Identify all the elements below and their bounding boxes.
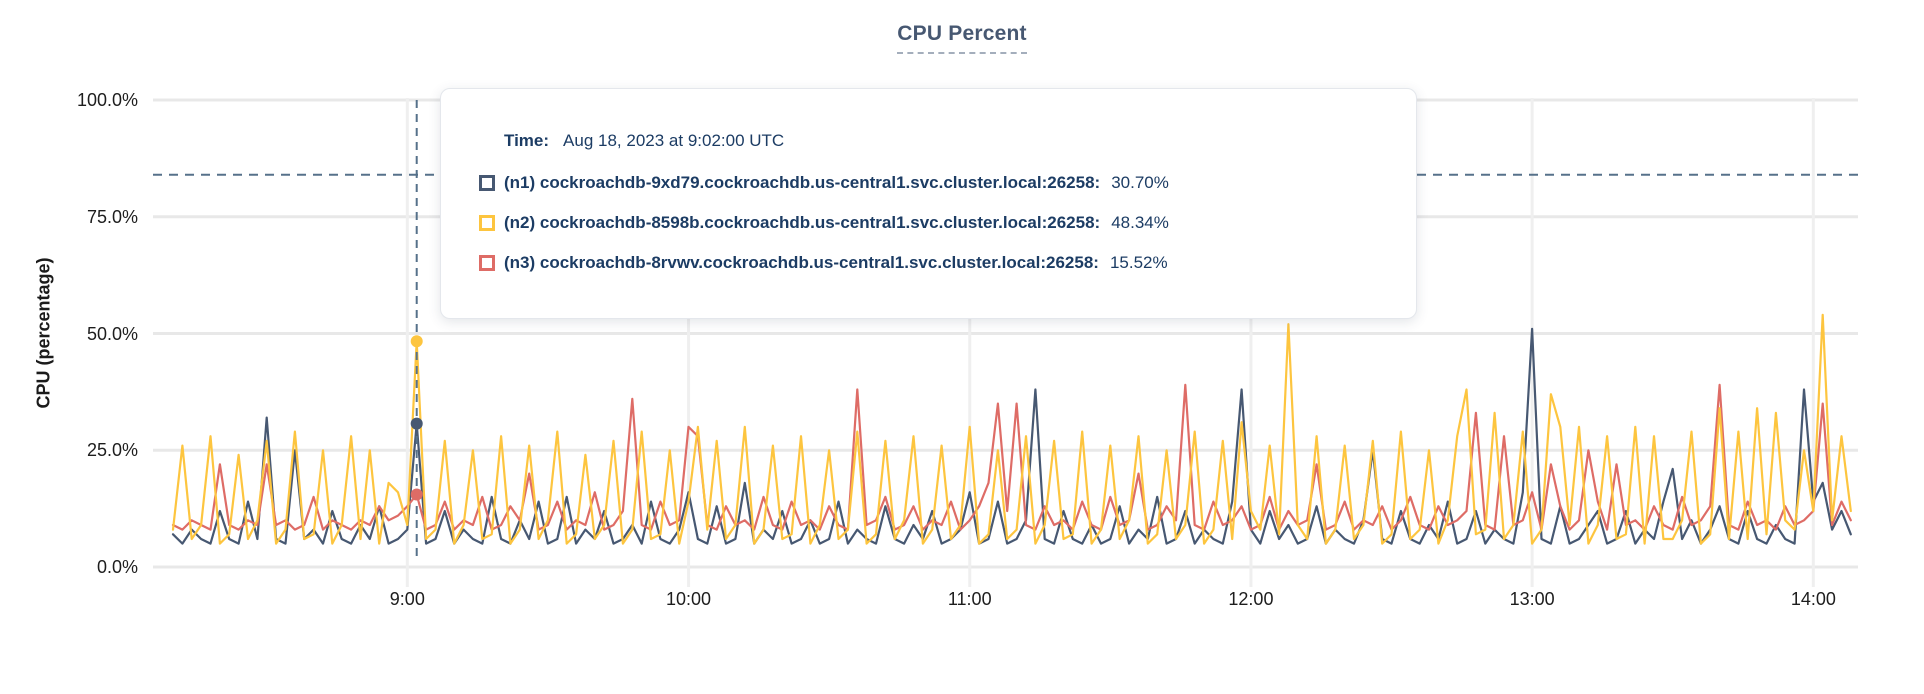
tooltip-series-rows: (n1) cockroachdb-9xd79.cockroachdb.us-ce… — [479, 174, 1382, 271]
hover-dot-n2 — [410, 335, 423, 348]
x-tick-label: 9:00 — [389, 589, 425, 609]
tooltip-time-label: Time: — [504, 131, 550, 150]
tooltip-series-label: (n1) cockroachdb-9xd79.cockroachdb.us-ce… — [504, 173, 1101, 192]
chart-title-wrap: CPU Percent — [0, 22, 1924, 54]
series-line-n2 — [171, 313, 1852, 545]
chart-title[interactable]: CPU Percent — [897, 22, 1027, 54]
x-tick-label: 12:00 — [1228, 589, 1274, 609]
y-tick-label: 100.0% — [76, 90, 138, 110]
hover-dot-n3 — [410, 488, 423, 501]
tooltip-row-n1: (n1) cockroachdb-9xd79.cockroachdb.us-ce… — [479, 174, 1382, 191]
tooltip-time-row: Time: Aug 18, 2023 at 9:02:00 UTC — [504, 131, 1382, 151]
series-swatch-icon — [479, 214, 495, 231]
tooltip-series-value: 48.34% — [1111, 213, 1169, 232]
tooltip-series-value: 15.52% — [1109, 253, 1168, 272]
tooltip-series-label: (n2) cockroachdb-8598b.cockroachdb.us-ce… — [504, 213, 1101, 232]
y-tick-label: 50.0% — [86, 323, 138, 344]
series-swatch-icon — [479, 174, 495, 191]
x-tick-label: 14:00 — [1790, 589, 1836, 609]
y-tick-label: 0.0% — [96, 557, 138, 577]
x-tick-label: 10:00 — [666, 589, 712, 609]
tooltip-row-n2: (n2) cockroachdb-8598b.cockroachdb.us-ce… — [479, 214, 1382, 231]
series-swatch-icon — [479, 254, 495, 271]
chart-tooltip: Time: Aug 18, 2023 at 9:02:00 UTC (n1) c… — [440, 88, 1417, 319]
tooltip-time-value: Aug 18, 2023 at 9:02:00 UTC — [563, 131, 785, 150]
x-tick-label: 11:00 — [947, 589, 992, 609]
tooltip-row-n3: (n3) cockroachdb-8rvwv.cockroachdb.us-ce… — [479, 254, 1382, 271]
x-tick-label: 13:00 — [1509, 589, 1555, 609]
tooltip-series-value: 30.70% — [1111, 173, 1169, 192]
tooltip-series-label: (n3) cockroachdb-8rvwv.cockroachdb.us-ce… — [504, 253, 1099, 272]
y-tick-label: 25.0% — [86, 440, 138, 461]
y-tick-label: 75.0% — [86, 206, 138, 227]
hover-dot-n1 — [410, 417, 423, 430]
